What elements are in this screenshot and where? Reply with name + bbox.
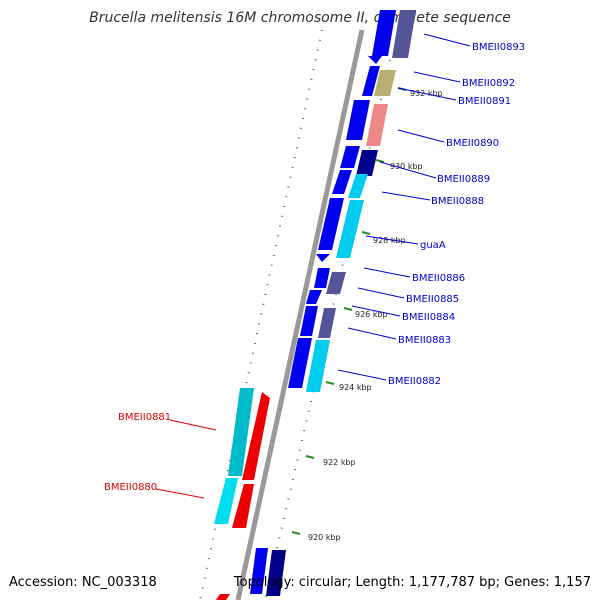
gene-block (340, 146, 360, 168)
gene-label[interactable]: BMEII0880 (104, 482, 157, 493)
gene-block (288, 338, 312, 388)
chromosome-backbone (235, 29, 365, 600)
gene-block (392, 10, 416, 58)
gene-block (372, 10, 396, 56)
accession-text: Accession: NC_003318 (9, 575, 157, 590)
gene-label[interactable]: BMEII0889 (437, 174, 490, 185)
gene-block (366, 104, 388, 146)
gene-block (348, 174, 368, 198)
gene-block (362, 66, 380, 96)
gene-block (318, 198, 344, 250)
gene-block (374, 70, 396, 96)
gene-label[interactable]: BMEII0893 (472, 42, 525, 53)
gene-block (300, 306, 318, 336)
gene-block (266, 550, 286, 596)
reverse-leaders (155, 419, 217, 499)
tick-marks (291, 87, 407, 535)
gene-block (346, 100, 370, 140)
gene-label[interactable]: BMEII0885 (406, 294, 459, 305)
topology-text: Topology: circular; Length: 1,177,787 bp… (233, 575, 591, 590)
tick-label: 928 kbp (373, 236, 406, 245)
gene-block (232, 484, 254, 528)
gene-block (318, 308, 336, 338)
gene-block (250, 548, 268, 594)
gene-block (326, 272, 346, 294)
gene-block (306, 290, 322, 304)
gene-label[interactable]: BMEII0891 (458, 96, 511, 107)
gene-block (306, 340, 330, 392)
forward-leaders (337, 33, 471, 381)
gene-label[interactable]: BMEII0886 (412, 273, 465, 284)
gene-block (336, 200, 364, 258)
gene-block (332, 170, 352, 194)
gene-label[interactable]: guaA (420, 240, 446, 251)
tick-label: 924 kbp (339, 383, 372, 392)
tick-label: 926 kbp (355, 310, 388, 319)
reverse-strand (214, 388, 270, 600)
gene-block (356, 150, 378, 176)
gene-label[interactable]: BMEII0888 (431, 196, 484, 207)
gene-block (228, 388, 254, 476)
gene-label[interactable]: BMEII0890 (446, 138, 499, 149)
gene-label[interactable]: BMEII0881 (118, 412, 171, 423)
gene-block (314, 268, 330, 288)
gene-label[interactable]: BMEII0883 (398, 335, 451, 346)
gene-label[interactable]: BMEII0884 (402, 312, 455, 323)
gene-block (214, 478, 238, 524)
tick-label: 920 kbp (308, 533, 341, 542)
gene-block (216, 594, 230, 600)
tick-label: 922 kbp (323, 458, 356, 467)
gene-arrow (368, 56, 382, 64)
gene-label[interactable]: BMEII0892 (462, 78, 515, 89)
tick-label: 930 kbp (390, 162, 423, 171)
gene-label[interactable]: BMEII0882 (388, 376, 441, 387)
gene-block (242, 392, 270, 480)
gene-arrow (316, 254, 330, 262)
forward-strand (250, 10, 416, 596)
